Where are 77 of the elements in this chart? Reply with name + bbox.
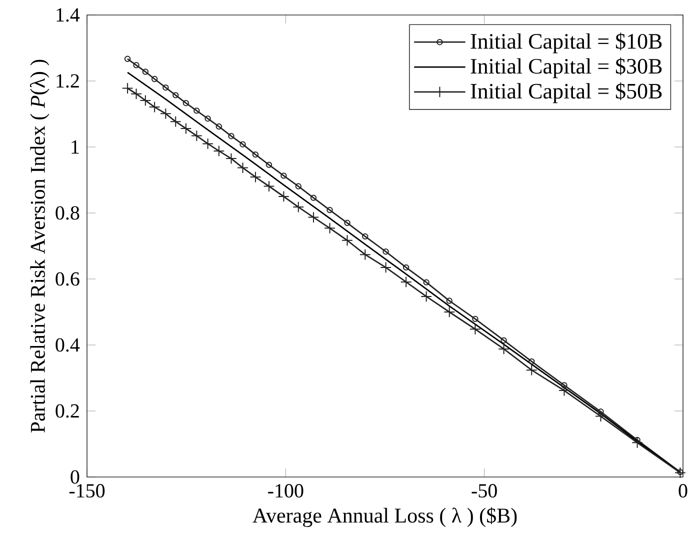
point: [310, 194, 317, 201]
point: [160, 108, 172, 120]
point: [446, 298, 452, 304]
legend-label: Initial Capital = $30B: [470, 58, 662, 78]
y-tick-label: 0.6: [56, 272, 80, 286]
point: [133, 62, 140, 68]
x-axis-title: Average Annual Loss ( λ ) ($B): [252, 507, 517, 528]
point: [130, 88, 142, 100]
x-tick-label: -50: [472, 484, 497, 498]
point: [382, 248, 389, 255]
y-tick-label: 1.4: [56, 8, 80, 22]
point: [308, 212, 320, 223]
point: [140, 94, 152, 106]
point: [634, 436, 640, 444]
point: [216, 123, 222, 130]
point: [122, 82, 134, 94]
point: [402, 264, 410, 271]
point: [423, 279, 430, 286]
point: [558, 384, 570, 396]
point: [420, 290, 432, 302]
point: [170, 116, 182, 128]
point: [240, 141, 246, 148]
legend-label: Initial Capital = $10B: [470, 32, 662, 54]
point: [182, 100, 190, 106]
point: [528, 358, 535, 365]
point: [204, 116, 211, 122]
y-tick-label: 0: [70, 470, 80, 484]
y-tick-label: 1: [72, 140, 79, 154]
point: [362, 233, 368, 240]
legend-label: Initial Capital = $50B: [470, 82, 662, 104]
y-tick-label: 0.8: [56, 206, 80, 220]
point: [295, 183, 302, 190]
point: [498, 343, 510, 355]
x-tick-label: -150: [69, 484, 105, 498]
point: [444, 306, 456, 318]
point: [202, 138, 214, 150]
point: [263, 180, 275, 192]
point: [250, 171, 262, 183]
point: [148, 101, 160, 113]
point: [237, 162, 248, 174]
point: [190, 130, 202, 142]
point: [344, 220, 350, 226]
point: [561, 382, 568, 388]
y-tick-label: 1.2: [56, 74, 79, 88]
y-tick-label: 0.4: [56, 338, 80, 352]
y-axis-title: Partial Relative Risk Aversion Index ( P(λ) ): [30, 60, 50, 433]
point: [674, 466, 686, 478]
point: [526, 364, 538, 376]
point: [151, 76, 158, 82]
point: [292, 201, 304, 213]
point: [380, 262, 392, 274]
point: [172, 92, 179, 98]
point: [226, 152, 237, 164]
point: [632, 436, 644, 448]
point: [595, 410, 606, 422]
point: [228, 133, 234, 140]
x-tick-label: 0: [678, 484, 688, 498]
point: [280, 172, 287, 179]
point: [469, 323, 481, 335]
point: [266, 162, 272, 168]
point: [194, 108, 200, 114]
point: [213, 145, 225, 157]
y-tick-label: 0.2: [56, 404, 79, 418]
point: [598, 408, 604, 415]
point: [500, 337, 507, 344]
point: [326, 206, 333, 214]
point: [162, 84, 169, 91]
point: [278, 190, 290, 202]
point: [252, 151, 259, 158]
point: [359, 248, 371, 260]
x-tick-label: -100: [268, 484, 304, 498]
point: [324, 222, 336, 234]
point: [342, 234, 353, 246]
point: [180, 122, 192, 134]
point: [142, 68, 149, 75]
point: [472, 316, 478, 322]
point: [400, 276, 412, 288]
